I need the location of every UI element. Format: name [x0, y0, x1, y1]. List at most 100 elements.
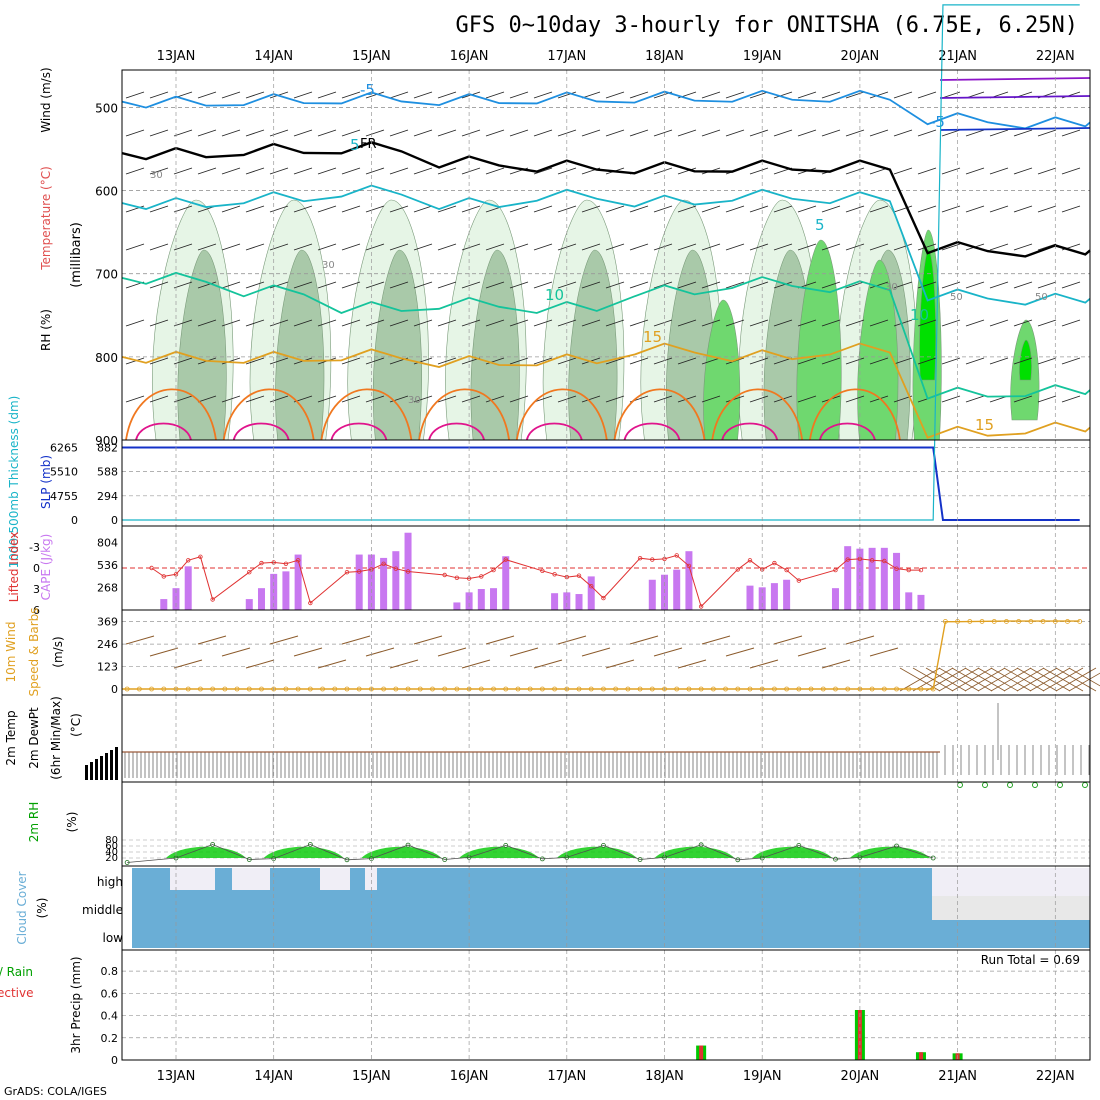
cape-bar: [257, 588, 265, 610]
contour-label: 30: [408, 395, 421, 406]
temperature-25-contour: [232, 422, 290, 441]
date-label-bottom: 15JAN: [352, 1069, 391, 1084]
wind-barb: [605, 129, 625, 137]
wind-barb: [197, 319, 217, 327]
temp-legend-bar: [100, 756, 103, 780]
temperature-25-contour: [623, 422, 681, 441]
wind-barb: [341, 167, 361, 175]
cape-tick-label: 804: [97, 536, 118, 549]
contour-label: FR: [360, 137, 377, 152]
wind-barb: [221, 319, 241, 327]
wind-barb: [245, 243, 265, 251]
wind-barb: [989, 319, 1009, 327]
thickness-axis-label: 1000-500mb Thickness (dm): [7, 396, 21, 569]
wind-barb: [893, 243, 913, 251]
rh2m-fill: [556, 846, 637, 858]
wind-speed-point: [491, 686, 496, 692]
li-tick-label: 0: [33, 562, 40, 575]
wind-speed-point: [710, 686, 716, 692]
panel-frames: [121, 69, 1091, 1061]
wind-barb: [437, 129, 457, 137]
wind-barb: [677, 129, 697, 137]
surface-wind-barb: [341, 635, 371, 645]
temperature-20-contour: [809, 388, 901, 441]
pressure-axis: 500 600 700 800 900: [95, 101, 118, 448]
wind-barb: [125, 91, 145, 99]
rh-axis-label: RH (%): [39, 309, 53, 351]
wind-barb: [893, 357, 913, 365]
surface-wind-barb: [629, 635, 659, 645]
wind-speed-point: [332, 686, 338, 692]
wind-barb: [293, 129, 313, 137]
wind-barb: [821, 357, 841, 365]
wind-barb: [509, 243, 529, 251]
lifted-index-point: [869, 558, 875, 563]
wind-barb: [869, 319, 889, 327]
wind-barb: [1013, 319, 1033, 327]
wind-barb: [701, 243, 721, 251]
surface-wind-barb: [725, 647, 755, 657]
wind-barb: [149, 357, 169, 365]
wind-barb: [173, 243, 193, 251]
wind-speed-point: [246, 686, 252, 692]
surface-wind-barb: [653, 647, 683, 657]
date-label-top: 19JAN: [743, 49, 782, 64]
wind-barb: [917, 281, 937, 289]
rh2m-point: [124, 860, 130, 865]
wind-barb: [605, 319, 625, 327]
wind10m-panel: 10m Wind Speed & Barbs (m/s) 369 246 123 0: [4, 608, 1100, 697]
wind-barb: [533, 281, 553, 289]
wind-barb: [485, 91, 505, 99]
wind-barb: [245, 395, 265, 403]
wind-speed-point: [820, 686, 826, 692]
wind-barb: [509, 91, 529, 99]
cloud-layer-label: high: [97, 875, 123, 889]
wind-speed-point: [613, 686, 619, 692]
wind-barb: [941, 281, 961, 289]
wind-speed-point: [283, 686, 289, 692]
precip-tick-label: 0: [111, 1054, 118, 1067]
wind-barb: [965, 167, 985, 175]
wind-barb: [917, 205, 937, 213]
wind-speed-point: [686, 686, 692, 692]
dewpt2m-label: 2m DewPt: [27, 707, 41, 769]
wind-speed-point: [772, 686, 777, 692]
lifted-index-point: [283, 561, 289, 566]
wind-barb: [365, 243, 385, 251]
lifted-index-point: [747, 558, 753, 563]
wind-barb: [245, 167, 265, 175]
wind-speed-point: [723, 686, 728, 692]
rh2m-point: [930, 855, 936, 861]
wind-speed-point: [1065, 619, 1070, 624]
date-label-top: 22JAN: [1036, 49, 1075, 64]
li-tick-label: -3: [29, 541, 40, 554]
contour-label: -5: [930, 113, 945, 131]
wind-barb: [485, 129, 505, 137]
wind-barb: [269, 167, 289, 175]
wind-barb: [677, 357, 697, 365]
lifted-index-point: [918, 567, 924, 573]
wind-speed-point: [1016, 619, 1022, 624]
wind-barb: [677, 319, 697, 327]
rh2m-label: 2m RH: [27, 802, 41, 843]
lifted-index-point: [674, 553, 679, 558]
cape-bar: [893, 552, 901, 610]
rh2m-point: [698, 842, 704, 848]
wind-speed-point: [625, 686, 631, 692]
wind-barb: [413, 129, 433, 137]
rh2m-unit-label: (%): [65, 812, 79, 833]
wind-barb: [461, 167, 481, 175]
cape-bar: [392, 551, 400, 610]
rh2m-point: [307, 842, 313, 847]
contour-label: 15: [643, 328, 662, 346]
wind-speed-point: [991, 619, 997, 624]
wind-barb: [533, 129, 553, 137]
wind-speed-point: [356, 686, 362, 692]
surface-wind-barb: [149, 647, 179, 657]
wind-barb: [413, 281, 433, 289]
rh-tick-label: 60: [105, 841, 118, 852]
lifted-index-point: [601, 595, 606, 601]
cloud-gap: [365, 868, 377, 890]
temp-legend-bar: [95, 759, 98, 780]
cloud-mid-clear-fill: [932, 896, 1090, 920]
